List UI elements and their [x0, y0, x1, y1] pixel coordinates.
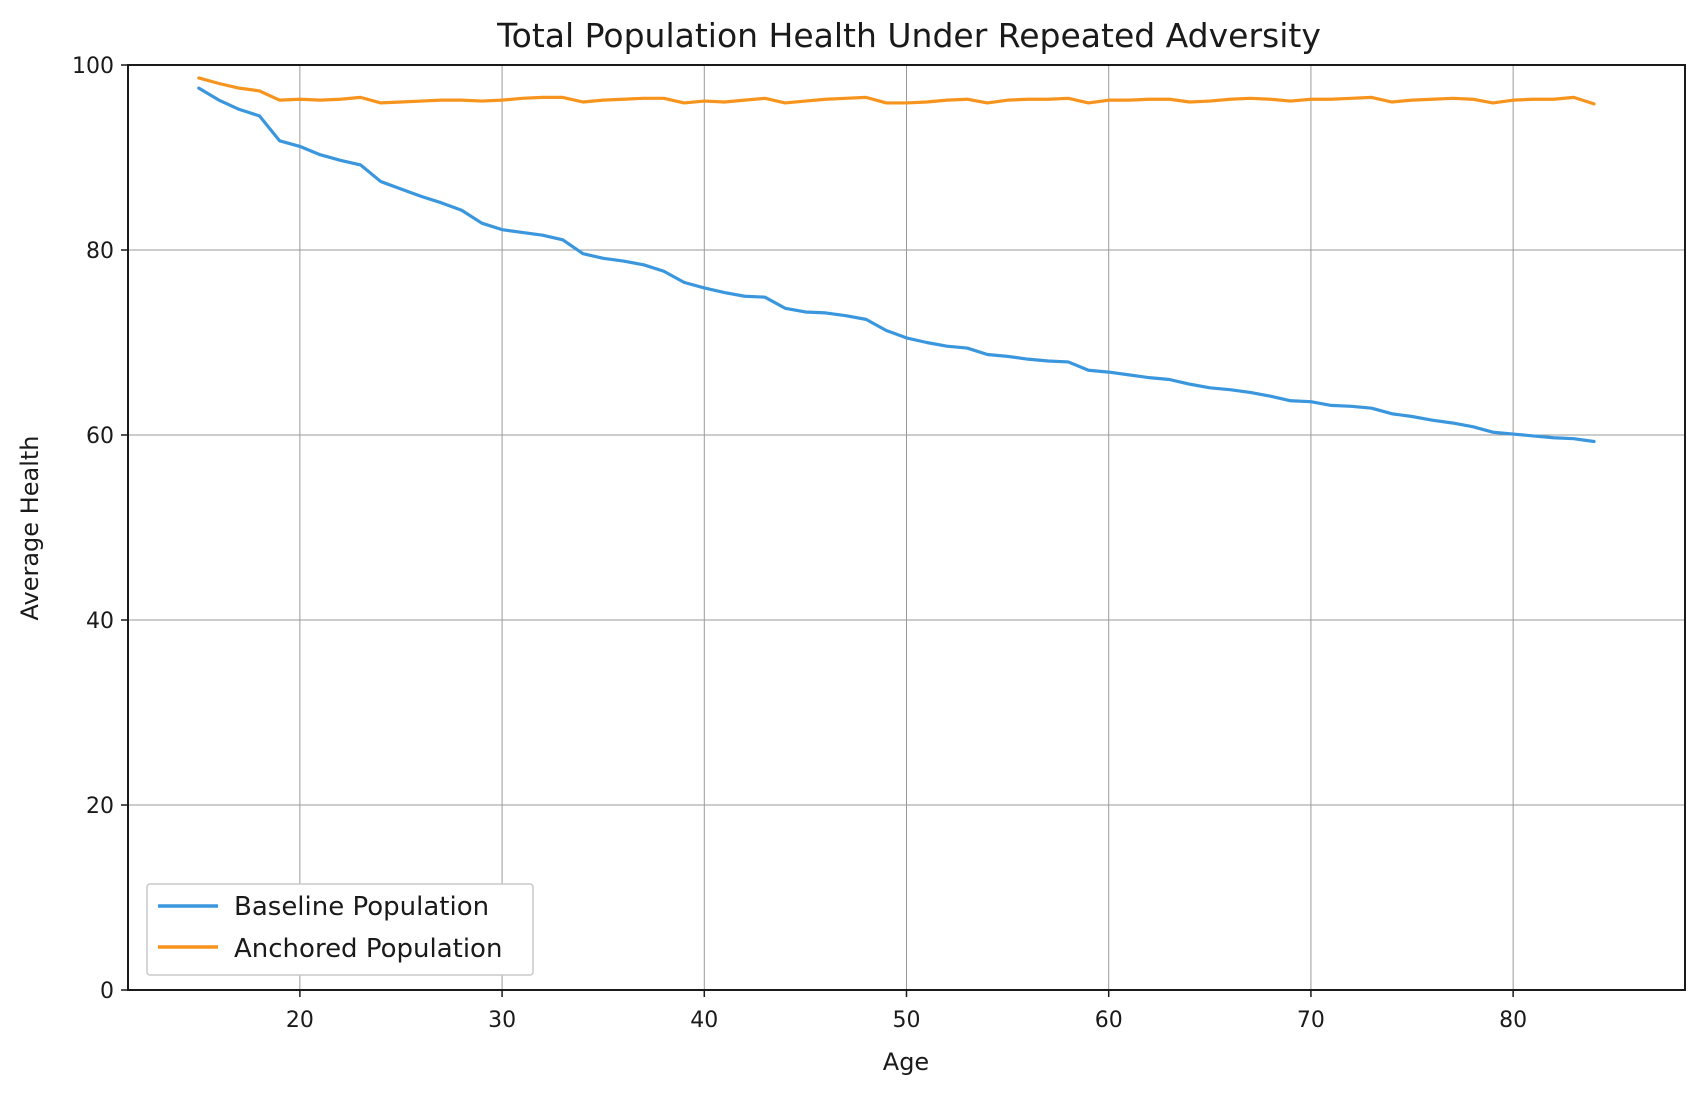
legend-label-anchored: Anchored Population: [234, 934, 502, 964]
x-tick-label: 50: [893, 1008, 921, 1033]
y-tick-label: 0: [100, 979, 114, 1004]
y-tick-label: 60: [86, 424, 114, 449]
y-axis-title: Average Health: [16, 436, 44, 621]
x-tick-label: 20: [286, 1008, 314, 1033]
x-tick-label: 80: [1499, 1008, 1527, 1033]
chart-title: Total Population Health Under Repeated A…: [496, 16, 1321, 55]
x-tick-label: 70: [1297, 1008, 1325, 1033]
y-tick-label: 40: [86, 609, 114, 634]
y-tick-label: 20: [86, 794, 114, 819]
legend: Baseline Population Anchored Population: [146, 883, 534, 976]
legend-box: [146, 883, 534, 976]
series-line-anchored: [197, 76, 1596, 106]
x-axis-title: Age: [883, 1048, 929, 1076]
x-tick-label: 60: [1095, 1008, 1123, 1033]
y-tick-label: 80: [86, 239, 114, 264]
gridlines: [128, 65, 1685, 990]
series-layer: [197, 76, 1596, 444]
series-line-baseline: [197, 86, 1596, 444]
legend-label-baseline: Baseline Population: [234, 892, 489, 922]
x-tick-label: 30: [488, 1008, 516, 1033]
x-tick-label: 40: [690, 1008, 718, 1033]
y-tick-label: 100: [72, 54, 114, 79]
axis-ticks: 20 30 40 50 60 70 80 0 20 40 60 80 100: [72, 54, 1527, 1033]
